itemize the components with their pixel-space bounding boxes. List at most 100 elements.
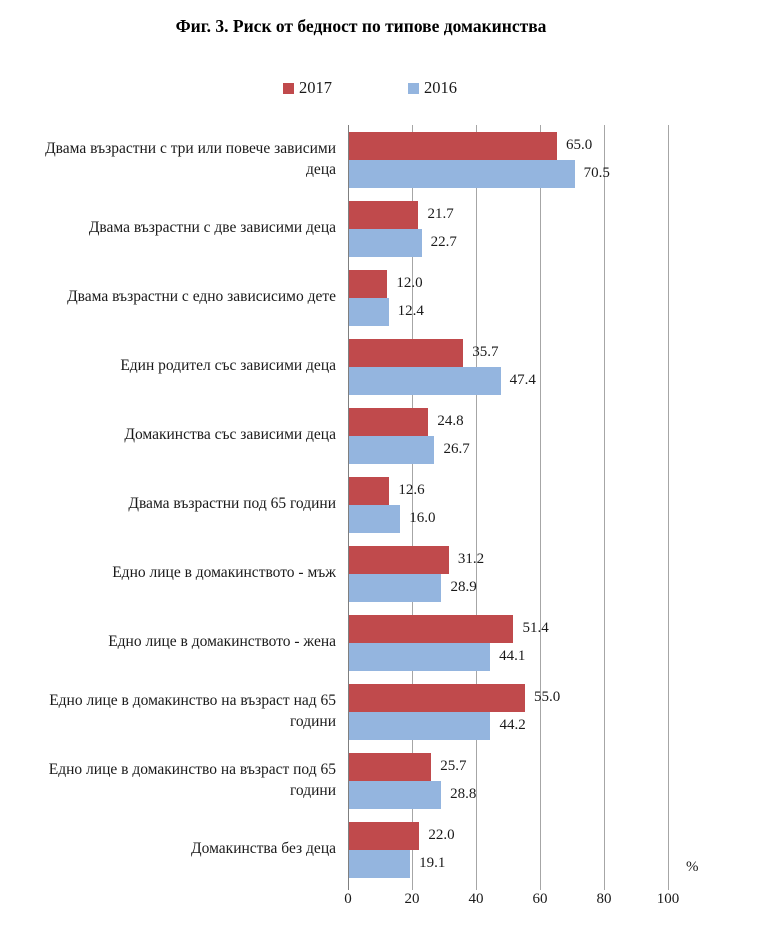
legend: 2017 2016 bbox=[0, 78, 740, 98]
x-tick-label: 40 bbox=[468, 891, 484, 907]
bar-group: 25.7 28.8 bbox=[348, 746, 760, 815]
bar-2016 bbox=[349, 780, 442, 809]
value-label: 21.7 bbox=[427, 206, 454, 222]
category-label: Един родител със зависими деца bbox=[120, 357, 336, 375]
value-label: 47.4 bbox=[509, 372, 536, 388]
bar-row-2017: 21.7 bbox=[349, 200, 760, 229]
value-label: 35.7 bbox=[472, 344, 499, 360]
value-label: 12.0 bbox=[396, 275, 423, 291]
category-row: Домакинства без деца 22.0 19.1 bbox=[18, 815, 760, 884]
category-row: Домакинства със зависими деца 24.8 26.7 bbox=[18, 401, 760, 470]
x-tick-label: 60 bbox=[532, 891, 548, 907]
value-label: 22.7 bbox=[430, 234, 457, 250]
bar-group: 24.8 26.7 bbox=[348, 401, 760, 470]
value-label: 26.7 bbox=[443, 441, 470, 457]
gridline-60 bbox=[540, 125, 541, 890]
category-label: Двама възрастни с две зависими деца bbox=[88, 219, 336, 237]
value-label: 70.5 bbox=[583, 165, 610, 181]
bar-chart-rows: Двама възрастни с три или повече зависим… bbox=[18, 125, 760, 884]
value-label: 65.0 bbox=[566, 137, 593, 153]
bar-group: 51.4 44.1 bbox=[348, 608, 760, 677]
bar-group: 21.7 22.7 bbox=[348, 194, 760, 263]
bar-group: 12.6 16.0 bbox=[348, 470, 760, 539]
gridline-20 bbox=[412, 125, 413, 890]
value-label: 51.4 bbox=[522, 620, 549, 636]
bar-row-2016: 47.4 bbox=[349, 366, 760, 395]
bar-group: 12.0 12.4 bbox=[348, 263, 760, 332]
category-label: Домакинства без деца bbox=[191, 840, 336, 858]
category-label: Едно лице в домакинството - жена bbox=[108, 633, 336, 651]
bar-2017 bbox=[349, 200, 419, 229]
bar-group: 55.0 44.2 bbox=[348, 677, 760, 746]
value-label: 12.4 bbox=[397, 303, 424, 319]
gridline-40 bbox=[476, 125, 477, 890]
value-label: 31.2 bbox=[457, 551, 485, 567]
bar-row-2017: 25.7 bbox=[349, 752, 760, 781]
category-label: Двама възрастни с едно зависисимо дете bbox=[67, 288, 336, 306]
bar-group: 35.7 47.4 bbox=[348, 332, 760, 401]
value-label: 12.6 bbox=[398, 482, 425, 498]
category-row: Двама възрастни под 65 години 12.6 16.0 bbox=[18, 470, 760, 539]
bar-row-2016: 70.5 bbox=[349, 159, 760, 188]
bar-row-2017: 12.6 bbox=[349, 476, 760, 505]
bar-2017 bbox=[349, 269, 388, 298]
category-row: Двама възрастни с три или повече зависим… bbox=[18, 125, 760, 194]
category-label: Едно лице в домакинство на възраст над 6… bbox=[49, 692, 336, 730]
bar-2017 bbox=[349, 545, 449, 574]
bar-row-2016: 44.1 bbox=[349, 642, 760, 671]
legend-item-2016: 2016 bbox=[408, 78, 457, 98]
category-label: Едно лице в домакинство на възраст под 6… bbox=[48, 761, 336, 799]
value-label: 28.8 bbox=[450, 786, 477, 802]
bar-2017 bbox=[349, 131, 557, 160]
legend-swatch-icon bbox=[408, 82, 419, 94]
category-row: Един родител със зависими деца 35.7 47.4 bbox=[18, 332, 760, 401]
value-label: 44.2 bbox=[499, 717, 526, 733]
bar-group: 31.2 28.9 bbox=[348, 539, 760, 608]
bar-2016 bbox=[349, 159, 575, 188]
value-label: 24.8 bbox=[437, 413, 464, 429]
bar-row-2017: 51.4 bbox=[349, 614, 760, 643]
axis-unit-label: % bbox=[686, 859, 699, 875]
category-label: Двама възрастни под 65 години bbox=[128, 495, 336, 513]
bar-row-2016: 26.7 bbox=[349, 435, 760, 464]
bar-2016 bbox=[349, 849, 411, 878]
category-label: Домакинства със зависими деца bbox=[124, 426, 336, 444]
bar-row-2017: 55.0 bbox=[349, 683, 760, 712]
value-label: 44.1 bbox=[499, 648, 526, 664]
bar-2016 bbox=[349, 642, 491, 671]
category-row: Двама възрастни с две зависими деца 21.7 2… bbox=[18, 194, 760, 263]
bar-2017 bbox=[349, 407, 429, 436]
x-tick-label: 20 bbox=[404, 891, 420, 907]
bar-2016 bbox=[349, 297, 389, 326]
bar-row-2016: 44.2 bbox=[349, 711, 760, 740]
category-row: Двама възрастни с едно зависисимо дете 12… bbox=[18, 263, 760, 332]
bar-row-2017: 35.7 bbox=[349, 338, 760, 367]
gridline-100 bbox=[668, 125, 669, 890]
x-tick-label: 80 bbox=[596, 891, 612, 907]
category-row: Едно лице в домакинството - мъж 31.2 28.9 bbox=[18, 539, 760, 608]
value-label: 22.0 bbox=[428, 827, 455, 843]
category-row: Едно лице в домакинство на възраст под 6… bbox=[18, 746, 760, 815]
bar-row-2017: 31.2 bbox=[349, 545, 760, 574]
bar-row-2017: 22.0 bbox=[349, 821, 760, 850]
bar-2017 bbox=[349, 683, 525, 712]
legend-label: 2017 bbox=[299, 78, 332, 97]
bar-row-2016: 22.7 bbox=[349, 228, 760, 257]
bar-2016 bbox=[349, 504, 401, 533]
bar-group: 22.0 19.1 bbox=[348, 815, 760, 884]
legend-swatch-icon bbox=[283, 82, 294, 94]
x-tick-label: 0 bbox=[344, 891, 352, 907]
plot-gridlines bbox=[348, 125, 669, 890]
bar-2016 bbox=[349, 435, 435, 464]
bar-2016 bbox=[349, 711, 491, 740]
legend-label: 2016 bbox=[424, 78, 457, 97]
value-label: 19.1 bbox=[419, 855, 446, 871]
value-label: 55.0 bbox=[534, 689, 561, 705]
bar-group: 65.0 70.5 bbox=[348, 125, 760, 194]
value-label: 25.7 bbox=[440, 758, 467, 774]
bar-row-2016: 16.0 bbox=[349, 504, 760, 533]
gridline-80 bbox=[604, 125, 605, 890]
chart-title: Фиг. 3. Риск от бедност по типове домаки… bbox=[175, 16, 547, 36]
bar-row-2017: 12.0 bbox=[349, 269, 760, 298]
